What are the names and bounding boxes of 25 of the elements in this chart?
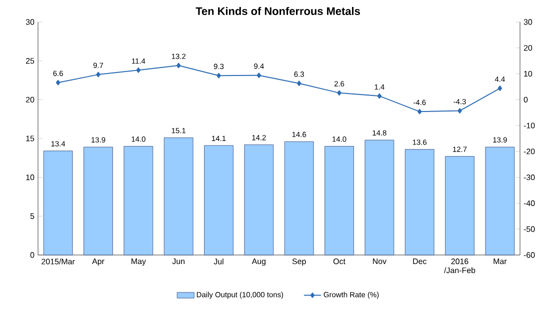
point xyxy=(136,67,141,73)
bar xyxy=(124,146,154,256)
point xyxy=(458,108,462,114)
point xyxy=(377,93,382,99)
chart-title: Ten Kinds of Nonferrous Metals xyxy=(196,6,360,16)
point xyxy=(56,80,60,86)
point xyxy=(176,62,181,68)
bar xyxy=(204,145,234,256)
bar xyxy=(485,146,515,256)
bar xyxy=(445,156,474,256)
bar xyxy=(364,140,394,256)
bar xyxy=(164,138,194,256)
point xyxy=(216,72,221,78)
bar xyxy=(284,141,314,256)
bar xyxy=(244,144,274,256)
bar xyxy=(324,146,354,256)
bar xyxy=(404,149,434,256)
point xyxy=(337,90,342,96)
point xyxy=(296,80,302,86)
point xyxy=(498,86,502,91)
point xyxy=(256,72,262,78)
point xyxy=(96,72,100,78)
bar xyxy=(84,146,113,256)
bar xyxy=(43,150,73,256)
point xyxy=(417,108,422,114)
